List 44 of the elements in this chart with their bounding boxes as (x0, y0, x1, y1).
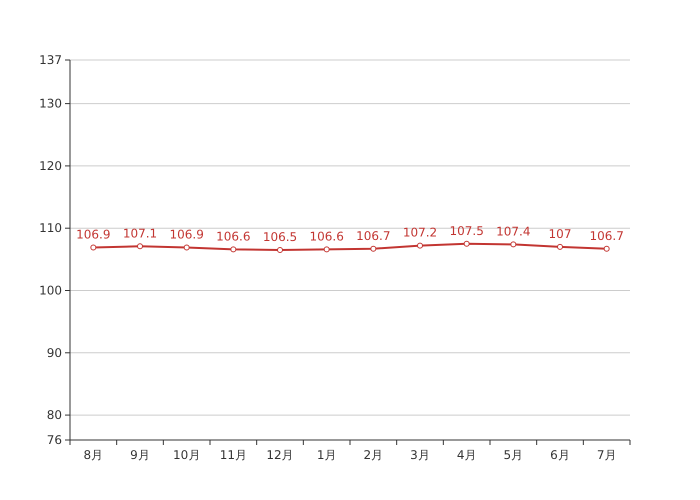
data-label: 106.9 (76, 228, 111, 242)
data-label: 106.9 (169, 228, 204, 242)
point (510, 241, 516, 248)
data-label: 106.5 (262, 230, 298, 244)
data-label: 106.6 (309, 229, 344, 244)
data-label: 106.6 (216, 229, 251, 244)
data-label: 107.2 (402, 226, 438, 240)
data-label: 107.1 (122, 226, 158, 240)
data-label: 107.5 (449, 224, 484, 238)
data-label: 106.7 (589, 228, 624, 243)
data-label: 107.4 (496, 224, 531, 238)
point (464, 240, 470, 247)
point (277, 247, 283, 253)
point (90, 244, 96, 251)
x-tick-label: 4月 (456, 448, 476, 462)
y-tick-label: 130 (39, 96, 62, 111)
point (230, 246, 236, 252)
x-tick-label: 3月 (410, 448, 430, 462)
data-label: 107 (548, 226, 572, 241)
x-tick-label: 11月 (220, 448, 247, 462)
y-tick-label: 80 (46, 408, 62, 422)
x-tick-label: 10月 (173, 448, 200, 462)
y-tick-label: 90 (46, 346, 62, 360)
point (324, 246, 330, 252)
x-tick-label: 5月 (504, 448, 524, 462)
y-tick-label: 120 (39, 158, 62, 173)
x-tick-label: 9月 (130, 448, 150, 462)
y-tick-label: 100 (39, 283, 62, 298)
y-tick-label: 137 (39, 53, 62, 67)
y-tick-label: 110 (39, 221, 62, 236)
x-tick-label: 7月 (596, 448, 616, 462)
point (417, 242, 423, 249)
x-tick-label: 1月 (316, 448, 336, 462)
point (137, 243, 143, 250)
x-tick-label: 2月 (364, 448, 384, 462)
point (184, 244, 190, 251)
y-tick-label: 76 (46, 433, 62, 447)
x-tick-label: 6月 (550, 448, 570, 462)
point (557, 244, 563, 250)
point (370, 246, 376, 252)
data-label: 106.7 (356, 228, 391, 243)
x-tick-label: 8月 (84, 448, 104, 462)
x-tick-label: 12月 (266, 448, 294, 462)
point (604, 246, 610, 252)
